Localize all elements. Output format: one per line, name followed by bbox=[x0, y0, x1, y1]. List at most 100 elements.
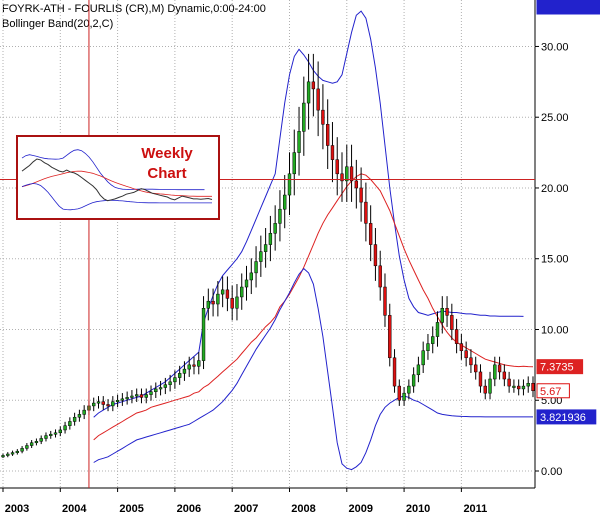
price-candle[interactable] bbox=[407, 379, 411, 400]
price-candle[interactable] bbox=[1, 453, 5, 458]
price-candle[interactable] bbox=[197, 352, 201, 375]
price-candle[interactable] bbox=[216, 281, 220, 317]
price-candle[interactable] bbox=[173, 370, 177, 389]
price-candle[interactable] bbox=[6, 452, 10, 458]
price-candle[interactable] bbox=[96, 396, 101, 409]
price-candle[interactable] bbox=[154, 382, 158, 399]
price-candle[interactable] bbox=[345, 144, 349, 202]
price-candle[interactable] bbox=[139, 388, 144, 404]
price-candle[interactable] bbox=[283, 175, 287, 229]
price-candle[interactable] bbox=[478, 364, 483, 393]
price-candle[interactable] bbox=[106, 399, 110, 412]
price-candle[interactable] bbox=[263, 228, 268, 268]
price-candle[interactable] bbox=[521, 379, 526, 396]
price-candle[interactable] bbox=[326, 99, 330, 170]
price-candle[interactable] bbox=[392, 349, 397, 393]
price-candle[interactable] bbox=[240, 273, 244, 310]
price-candle[interactable] bbox=[72, 412, 77, 426]
price-candle[interactable] bbox=[359, 167, 363, 222]
price-candle[interactable] bbox=[44, 432, 48, 442]
price-candle[interactable] bbox=[306, 53, 311, 130]
price-candle[interactable] bbox=[292, 129, 296, 196]
price-candle[interactable] bbox=[531, 376, 535, 398]
price-candle[interactable] bbox=[68, 417, 72, 430]
price-candle[interactable] bbox=[39, 435, 43, 445]
price-candle[interactable] bbox=[397, 379, 401, 406]
price-candle[interactable] bbox=[426, 334, 430, 360]
price-candle[interactable] bbox=[177, 365, 182, 385]
price-candle[interactable] bbox=[421, 341, 425, 374]
price-candle[interactable] bbox=[268, 215, 273, 262]
price-candle[interactable] bbox=[230, 285, 234, 321]
price-candle[interactable] bbox=[249, 258, 253, 295]
price-candle[interactable] bbox=[244, 265, 249, 301]
price-candle[interactable] bbox=[454, 318, 459, 354]
price-candle[interactable] bbox=[516, 379, 521, 396]
price-candle[interactable] bbox=[15, 449, 20, 455]
price-candle[interactable] bbox=[115, 394, 120, 408]
price-candle[interactable] bbox=[383, 273, 387, 327]
price-candle[interactable] bbox=[469, 349, 473, 374]
price-candle[interactable] bbox=[502, 364, 507, 387]
price-candle[interactable] bbox=[53, 429, 58, 438]
price-candle[interactable] bbox=[149, 385, 153, 401]
price-candle[interactable] bbox=[330, 122, 335, 183]
price-candle[interactable] bbox=[82, 405, 86, 420]
price-candle[interactable] bbox=[168, 374, 172, 392]
price-candle[interactable] bbox=[402, 387, 406, 406]
price-candle[interactable] bbox=[120, 393, 125, 406]
price-candle[interactable] bbox=[411, 367, 416, 393]
price-candle[interactable] bbox=[10, 450, 15, 456]
price-candle[interactable] bbox=[220, 276, 225, 308]
price-candle[interactable] bbox=[340, 152, 344, 202]
price-candle[interactable] bbox=[297, 106, 301, 176]
price-candle[interactable] bbox=[182, 361, 187, 381]
price-candle[interactable] bbox=[512, 379, 516, 393]
price-candle[interactable] bbox=[49, 430, 53, 439]
price-candle[interactable] bbox=[25, 443, 29, 451]
price-candle[interactable] bbox=[316, 61, 320, 137]
price-candle[interactable] bbox=[235, 284, 239, 321]
price-candle[interactable] bbox=[373, 228, 378, 281]
price-candle[interactable] bbox=[58, 426, 62, 437]
price-candle[interactable] bbox=[459, 334, 464, 360]
price-candle[interactable] bbox=[483, 379, 487, 400]
price-candle[interactable] bbox=[445, 296, 449, 327]
price-candle[interactable] bbox=[435, 311, 440, 347]
price-candle[interactable] bbox=[321, 84, 325, 150]
price-candle[interactable] bbox=[111, 396, 115, 412]
price-candle[interactable] bbox=[34, 438, 39, 446]
price-candle[interactable] bbox=[130, 390, 134, 404]
price-candle[interactable] bbox=[63, 421, 67, 434]
price-candle[interactable] bbox=[158, 380, 163, 396]
price-candle[interactable] bbox=[92, 397, 96, 412]
price-candle[interactable] bbox=[364, 182, 368, 242]
price-candle[interactable] bbox=[335, 137, 339, 196]
price-candle[interactable] bbox=[135, 388, 139, 402]
price-candle[interactable] bbox=[311, 53, 316, 117]
price-candle[interactable] bbox=[225, 276, 230, 312]
price-candle[interactable] bbox=[497, 356, 502, 380]
price-candle[interactable] bbox=[211, 288, 215, 317]
price-candle[interactable] bbox=[526, 376, 530, 393]
price-candle[interactable] bbox=[273, 205, 277, 251]
price-candle[interactable] bbox=[254, 246, 258, 288]
price-candle[interactable] bbox=[378, 250, 382, 301]
price-candle[interactable] bbox=[163, 377, 168, 395]
price-candle[interactable] bbox=[101, 396, 105, 410]
price-candle[interactable] bbox=[187, 356, 191, 377]
price-candle[interactable] bbox=[431, 326, 435, 354]
price-candle[interactable] bbox=[201, 296, 206, 370]
price-candle[interactable] bbox=[354, 159, 359, 209]
price-candle[interactable] bbox=[368, 205, 373, 262]
price-candle[interactable] bbox=[416, 356, 421, 383]
price-candle[interactable] bbox=[206, 288, 210, 321]
price-candle[interactable] bbox=[450, 303, 454, 341]
price-candle[interactable] bbox=[507, 371, 511, 393]
price-candle[interactable] bbox=[29, 440, 34, 449]
price-candle[interactable] bbox=[144, 388, 148, 404]
price-candle[interactable] bbox=[493, 356, 497, 387]
price-candle[interactable] bbox=[259, 235, 263, 277]
price-candle[interactable] bbox=[388, 303, 392, 367]
price-candle[interactable] bbox=[77, 409, 82, 422]
